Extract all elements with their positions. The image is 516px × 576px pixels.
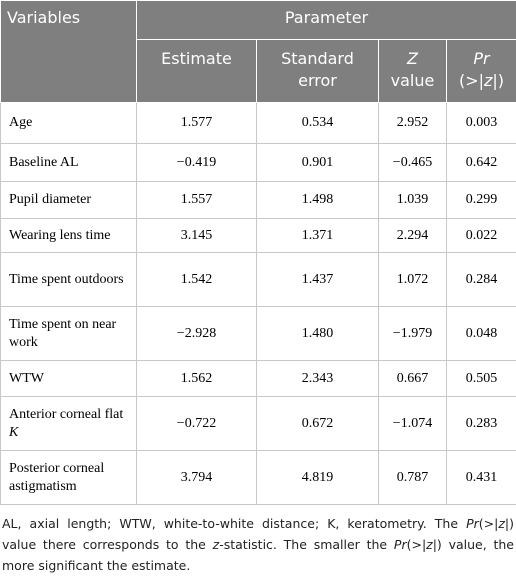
cell: 1.480 [256, 306, 379, 361]
text-run: AL, axial length; WTW, white-to-white di… [2, 516, 467, 531]
cell: 0.534 [256, 102, 379, 144]
cell: 1.562 [136, 360, 257, 397]
row-label: Time spent on near work [0, 306, 137, 361]
cell: 0.299 [446, 181, 516, 219]
table-body: Age 1.577 0.534 2.952 0.003 Baseline AL −0.419… [0, 102, 516, 505]
table-row: Wearing lens time 3.145 1.371 2.294 0.022 [0, 218, 516, 253]
table-row: Posterior corneal astigmatism 3.794 4.819 0… [0, 450, 516, 505]
text-run: (>| [478, 516, 499, 531]
footnote: AL, axial length; WTW, white-to-white di… [2, 513, 514, 576]
cell: 0.022 [446, 218, 516, 253]
cell: −0.419 [136, 143, 257, 182]
header-row: Variables Parameter [0, 0, 516, 103]
text-run: Anterior corneal flat [9, 406, 124, 422]
table-row: Anterior corneal flat K −0.722 0.672 −1.074… [0, 396, 516, 451]
column-header: Pr (>|z|) [446, 39, 516, 103]
cell: −0.722 [136, 396, 257, 451]
cell: 0.431 [446, 450, 516, 505]
cell: 1.437 [256, 252, 379, 307]
row-label: Baseline AL [0, 143, 137, 182]
text-run: (>| [458, 71, 484, 90]
cell: 4.819 [256, 450, 379, 505]
cell: 2.952 [378, 102, 447, 144]
column-header: Standard error [256, 39, 379, 103]
cell: 1.371 [256, 218, 379, 253]
row-label: Pupil diameter [0, 181, 137, 219]
column-header: Z value [378, 39, 447, 103]
cell: −2.928 [136, 306, 257, 361]
cell: 0.505 [446, 360, 516, 397]
text-run: z [498, 516, 505, 531]
table-row: Pupil diameter 1.557 1.498 1.039 0.299 [0, 181, 516, 219]
cell: 3.145 [136, 218, 257, 253]
row-label: Anterior corneal flat K [0, 396, 137, 451]
text-run: Z [407, 49, 418, 68]
row-label: Posterior corneal astigmatism [0, 450, 137, 505]
row-label: WTW [0, 360, 137, 397]
cell: 0.048 [446, 306, 516, 361]
header-cell: Variables [0, 0, 137, 103]
cell: 1.577 [136, 102, 257, 144]
cell: 0.642 [446, 143, 516, 182]
text-run: Pr [393, 537, 407, 552]
column-header: Estimate [136, 39, 257, 103]
cell: 0.283 [446, 396, 516, 451]
cell: 0.787 [378, 450, 447, 505]
text-run: |) value, the more significant the estim… [2, 537, 514, 573]
text-run: Pr [473, 49, 490, 68]
cell: 1.039 [378, 181, 447, 219]
row-label: Wearing lens time [0, 218, 137, 253]
header-row: Estimate Standard error Z value Pr (>|z|) [1, 39, 516, 103]
text-run: z [484, 71, 493, 90]
row-label: Age [0, 102, 137, 144]
cell: −1.979 [378, 306, 447, 361]
text-run: z [212, 537, 220, 552]
cell: 2.343 [256, 360, 379, 397]
text-run: K [9, 424, 19, 440]
table-row: Time spent outdoors 1.542 1.437 1.072 0.284 [0, 252, 516, 307]
text-run: |) value there corresponds to the [2, 516, 514, 552]
text-run: -statistic. The smaller the [219, 537, 394, 552]
table-row: Time spent on near work −2.928 1.480 −1.979… [0, 306, 516, 361]
table-row: WTW 1.562 2.343 0.667 0.505 [0, 360, 516, 397]
cell: 1.498 [256, 181, 379, 219]
cell: 1.542 [136, 252, 257, 307]
cell: 3.794 [136, 450, 257, 505]
cell: 0.667 [378, 360, 447, 397]
text-run: |) [492, 71, 505, 90]
text-run: value [390, 71, 435, 90]
text-run: z [426, 537, 433, 552]
text-run: Standard error [281, 49, 354, 90]
header-group: Parameter [136, 0, 516, 40]
cell: 0.901 [256, 143, 379, 182]
text-run: (>| [406, 537, 427, 552]
cell: 0.003 [446, 102, 516, 144]
table-row: Age 1.577 0.534 2.952 0.003 [0, 102, 516, 144]
cell: 2.294 [378, 218, 447, 253]
text-run: Estimate [161, 49, 232, 68]
cell: −0.465 [378, 143, 447, 182]
cell: 0.284 [446, 252, 516, 307]
row-label: Time spent outdoors [0, 252, 137, 307]
cell: 0.672 [256, 396, 379, 451]
cell: −1.074 [378, 396, 447, 451]
text-run: Pr [466, 516, 479, 531]
table-row: Baseline AL −0.419 0.901 −0.465 0.642 [0, 143, 516, 182]
cell: 1.557 [136, 181, 257, 219]
table: Variables Parameter Estimate Standard err… [0, 0, 516, 505]
cell: 1.072 [378, 252, 447, 307]
